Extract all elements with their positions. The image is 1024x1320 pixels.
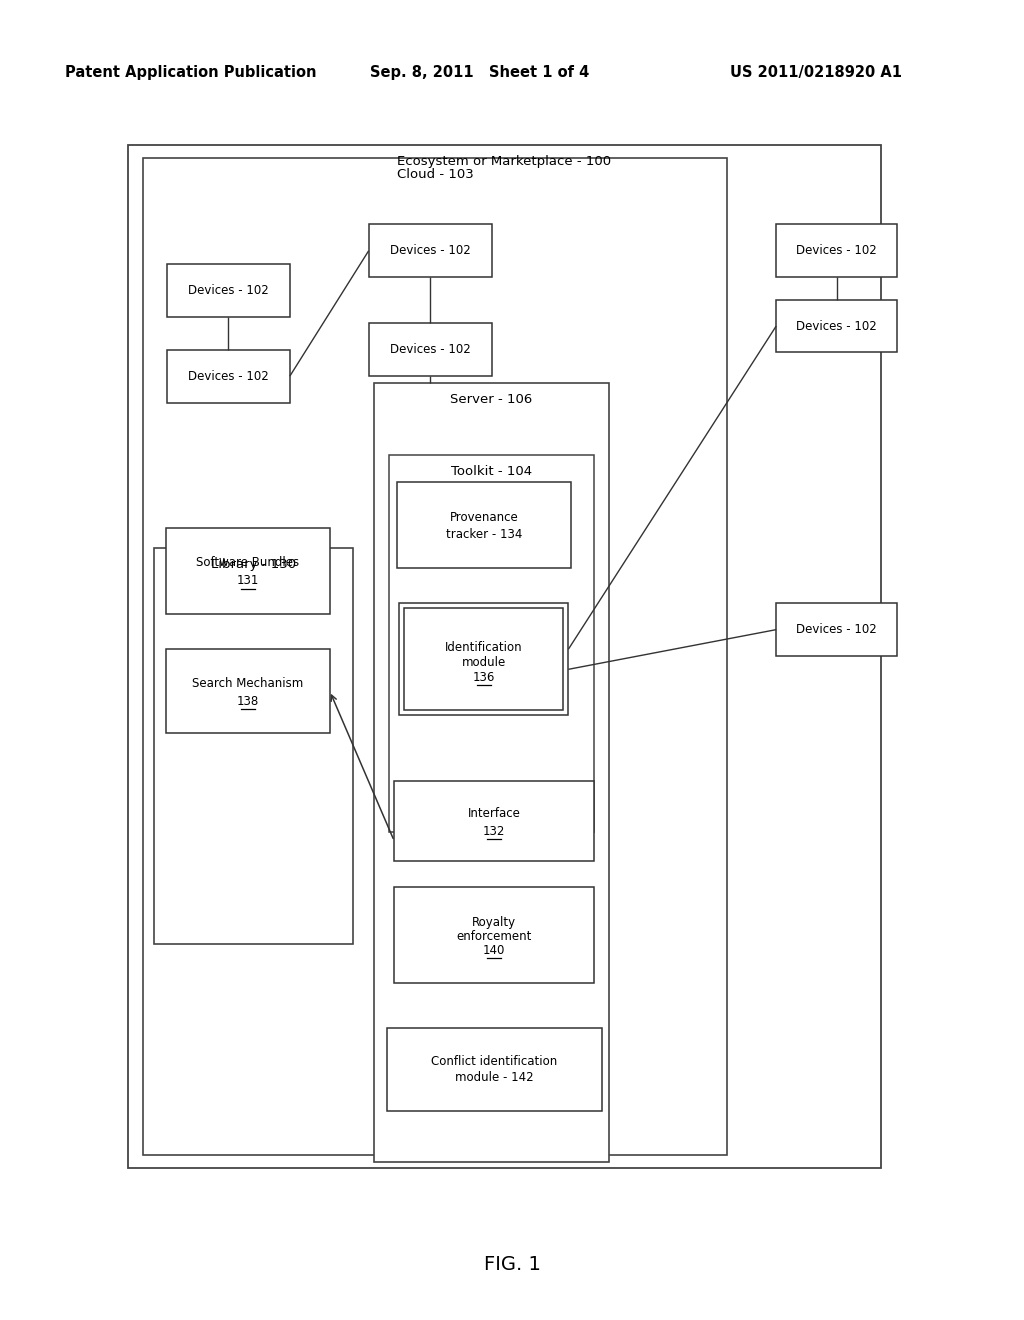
Bar <box>387 1028 602 1111</box>
Text: Search Mechanism: Search Mechanism <box>193 677 303 689</box>
Text: Cloud - 103: Cloud - 103 <box>397 169 473 181</box>
Text: Software Bundles: Software Bundles <box>197 557 299 569</box>
Text: Identification: Identification <box>445 640 522 653</box>
Bar <box>397 482 571 568</box>
Text: Devices - 102: Devices - 102 <box>188 284 268 297</box>
Text: Provenance: Provenance <box>450 511 519 524</box>
Text: module - 142: module - 142 <box>456 1072 534 1084</box>
Text: tracker - 134: tracker - 134 <box>446 528 522 541</box>
Bar <box>128 145 881 1168</box>
Bar <box>143 158 727 1155</box>
Text: module: module <box>462 656 506 669</box>
Bar <box>369 224 492 277</box>
Bar <box>166 649 330 733</box>
Bar <box>776 224 897 277</box>
Text: enforcement: enforcement <box>457 929 531 942</box>
Text: Devices - 102: Devices - 102 <box>797 623 877 636</box>
Text: 140: 140 <box>483 944 505 957</box>
Text: Toolkit - 104: Toolkit - 104 <box>451 466 532 478</box>
Text: FIG. 1: FIG. 1 <box>483 1255 541 1275</box>
Bar <box>776 300 897 352</box>
Text: 131: 131 <box>237 574 259 587</box>
Bar <box>404 609 563 710</box>
Text: Conflict identification: Conflict identification <box>431 1056 558 1068</box>
Bar <box>394 781 594 861</box>
Bar <box>399 603 568 715</box>
Text: Sep. 8, 2011   Sheet 1 of 4: Sep. 8, 2011 Sheet 1 of 4 <box>370 65 589 81</box>
Text: 132: 132 <box>483 825 505 838</box>
Bar <box>154 548 353 944</box>
Text: Interface: Interface <box>468 807 520 820</box>
Text: Devices - 102: Devices - 102 <box>797 244 877 257</box>
Bar <box>394 887 594 983</box>
Text: Devices - 102: Devices - 102 <box>188 370 268 383</box>
Text: Server - 106: Server - 106 <box>451 393 532 405</box>
Text: Devices - 102: Devices - 102 <box>390 343 470 356</box>
Text: Royalty: Royalty <box>472 916 516 929</box>
Text: Library - 130: Library - 130 <box>211 558 296 570</box>
Text: Devices - 102: Devices - 102 <box>797 319 877 333</box>
Text: Devices - 102: Devices - 102 <box>390 244 470 257</box>
Bar <box>389 455 594 832</box>
Bar <box>166 528 330 614</box>
Text: US 2011/0218920 A1: US 2011/0218920 A1 <box>730 65 902 81</box>
Text: 136: 136 <box>473 671 495 684</box>
Text: Ecosystem or Marketplace - 100: Ecosystem or Marketplace - 100 <box>397 156 611 168</box>
Bar <box>167 350 290 403</box>
Text: Patent Application Publication: Patent Application Publication <box>65 65 316 81</box>
Bar <box>167 264 290 317</box>
Bar <box>369 323 492 376</box>
Bar <box>776 603 897 656</box>
Text: 138: 138 <box>237 694 259 708</box>
Bar <box>374 383 609 1162</box>
